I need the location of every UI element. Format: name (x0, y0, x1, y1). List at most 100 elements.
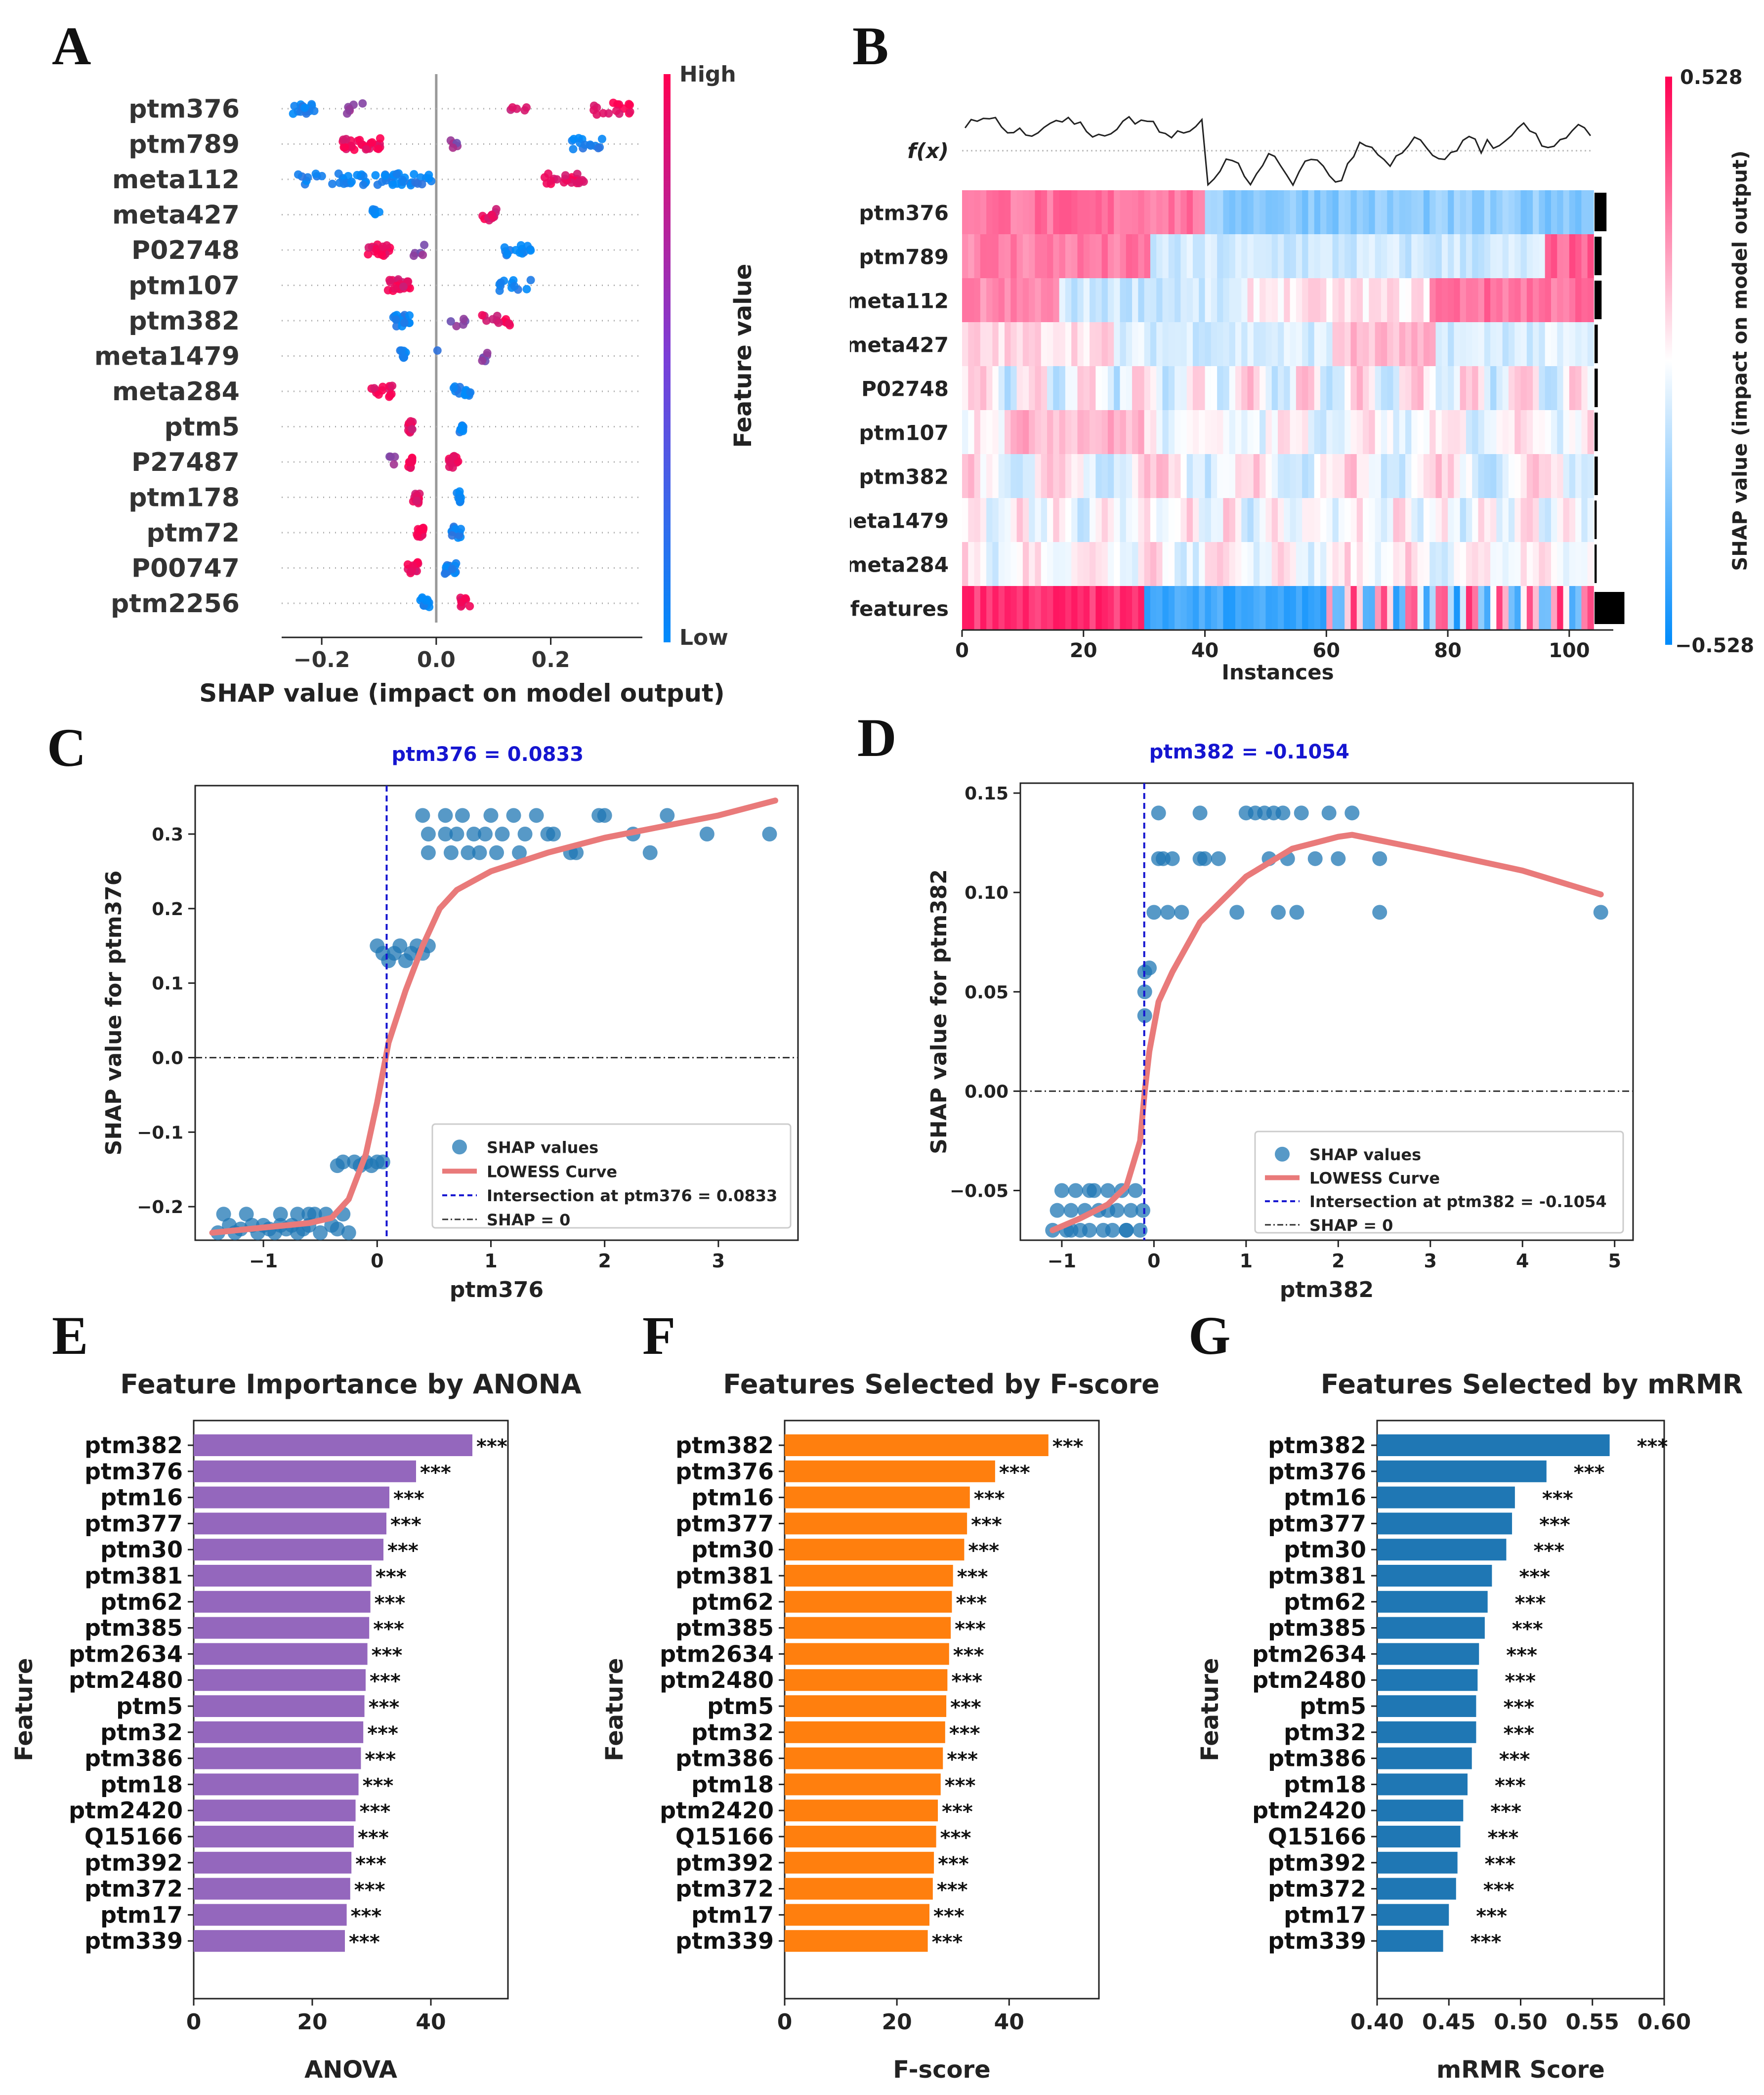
heat-cell (1496, 190, 1503, 234)
heat-cell (1271, 498, 1278, 542)
lowess-curve (209, 797, 778, 1236)
heat-cell (1581, 454, 1588, 498)
bar-ptm32 (1377, 1721, 1476, 1743)
heat-cell (1065, 366, 1072, 410)
heat-cell (1539, 366, 1546, 410)
heat-cell (1241, 190, 1248, 234)
heat-cell (1260, 410, 1266, 454)
heat-cell (1107, 322, 1115, 366)
heat-cell (1077, 278, 1084, 322)
significance-label: *** (932, 1931, 963, 1954)
heat-cell (1308, 278, 1315, 322)
heat-cell (1435, 190, 1442, 234)
heat-cell (1569, 410, 1576, 454)
heat-cell (1260, 542, 1266, 586)
heat-cell (1350, 278, 1357, 322)
feature-label-P02748: P02748 (131, 236, 240, 265)
bar-ptm377 (1377, 1512, 1512, 1535)
heat-cell (1472, 234, 1479, 278)
heat-cell (1557, 454, 1564, 498)
heat-cell (1587, 410, 1594, 454)
heat-cell (974, 542, 981, 586)
heat-cell (1381, 366, 1387, 410)
heat-cell (1260, 278, 1266, 322)
heat-cell (1035, 542, 1042, 586)
heat-cell (1448, 366, 1455, 410)
heat-cell (1029, 322, 1036, 366)
heat-cell (1502, 542, 1509, 586)
heat-cell (1514, 498, 1521, 542)
shap-point (359, 180, 368, 189)
significance-label: *** (956, 1592, 987, 1615)
heat-cell (1441, 278, 1448, 322)
colorbar-min-label: −0.528 (1675, 634, 1754, 657)
heat-cell (1065, 542, 1072, 586)
heat-cell (1563, 366, 1570, 410)
category-label-ptm386: ptm386 (675, 1745, 774, 1772)
heat-cell (1120, 410, 1127, 454)
heat-cell (1205, 366, 1212, 410)
significance-label: *** (476, 1435, 507, 1458)
heat-cell (1563, 454, 1570, 498)
heat-cell (1065, 190, 1072, 234)
heat-cell (1460, 454, 1467, 498)
y-tick-label: −0.2 (137, 1197, 183, 1217)
heat-cell (1520, 586, 1527, 630)
heat-cell (1472, 498, 1479, 542)
shap-value-point (1307, 851, 1323, 866)
heat-cell (1533, 586, 1540, 630)
heat-cell (1059, 278, 1066, 322)
heat-cell (1302, 586, 1309, 630)
heat-cell (1496, 586, 1503, 630)
heat-cell (1575, 410, 1582, 454)
shap-point (461, 594, 470, 603)
heat-cell (1575, 234, 1582, 278)
heat-cell (1065, 322, 1072, 366)
heat-cell (1059, 366, 1066, 410)
significance-label: *** (367, 1722, 398, 1745)
shap-value-point (642, 845, 658, 860)
heat-cell (1253, 234, 1260, 278)
heat-cell (1296, 190, 1302, 234)
heat-cell (1587, 234, 1594, 278)
heat-cell (1332, 366, 1339, 410)
significance-label: *** (1506, 1644, 1537, 1667)
heat-cell (1496, 366, 1503, 410)
category-label-ptm2480: ptm2480 (69, 1667, 183, 1693)
heat-cell (1175, 586, 1181, 630)
heat-cell (1448, 190, 1455, 234)
heat-cell (1175, 454, 1181, 498)
heat-cell (1205, 410, 1212, 454)
heat-cell (1101, 322, 1108, 366)
heat-cell (1095, 454, 1102, 498)
heat-cell (1035, 454, 1042, 498)
heat-cell (1545, 454, 1552, 498)
heat-cell (1417, 278, 1424, 322)
heat-cell (1150, 278, 1157, 322)
heat-cell (1326, 454, 1333, 498)
shap-point (594, 144, 603, 153)
shap-point (392, 169, 401, 178)
heat-cell (1053, 366, 1060, 410)
heat-cell (1332, 322, 1339, 366)
heat-cell (1344, 586, 1351, 630)
heat-cell (1107, 234, 1115, 278)
heat-cell (1581, 410, 1588, 454)
legend-marker-points (1275, 1146, 1290, 1162)
heat-cell (1508, 410, 1515, 454)
heat-cell (1423, 410, 1430, 454)
dependence-plot-ptm376: ptm376 = 0.0833−1 0 1 2 3−0.2−0.10.00.10.20.… (101, 743, 799, 1302)
feature-label-ptm5: ptm5 (165, 413, 240, 442)
significance-label: *** (1512, 1618, 1543, 1641)
heat-cell (1314, 542, 1321, 586)
heat-cell (1405, 190, 1412, 234)
shap-point (420, 241, 429, 250)
heat-cell (1314, 586, 1321, 630)
heat-cell (1223, 234, 1230, 278)
heat-cell (998, 234, 1005, 278)
heat-cell (1387, 410, 1394, 454)
heat-cell (1466, 234, 1473, 278)
bar-ptm382 (785, 1434, 1049, 1456)
category-label-ptm377: ptm377 (675, 1510, 774, 1537)
shap-value-point (1344, 805, 1360, 821)
